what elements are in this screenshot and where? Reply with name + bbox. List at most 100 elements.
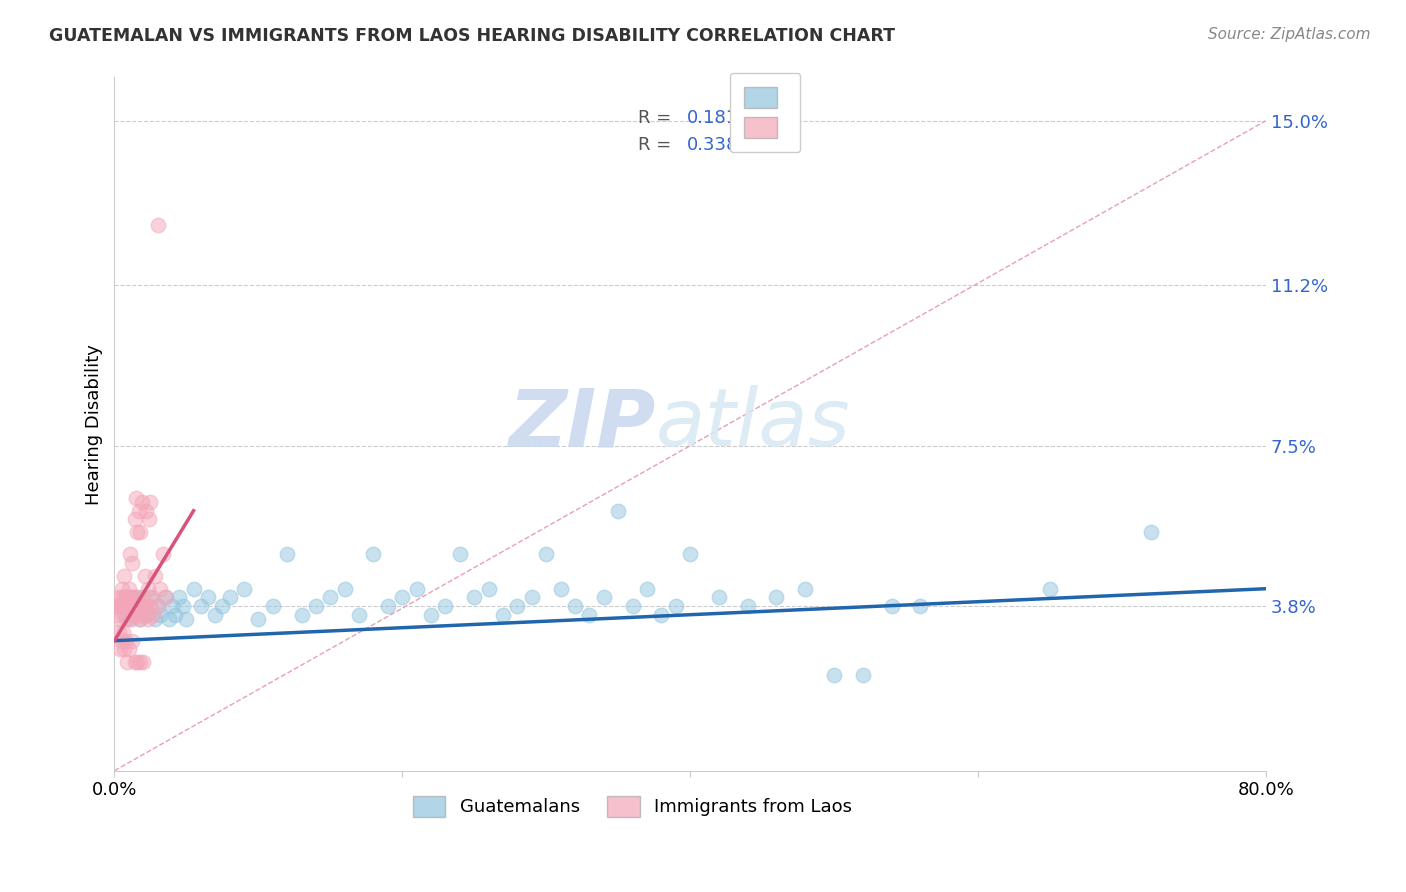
- Point: [117, 599, 139, 613]
- Point: [129, 656, 152, 670]
- Point: [363, 547, 385, 561]
- Point: [127, 525, 149, 540]
- Point: [880, 599, 903, 613]
- Point: [146, 599, 169, 613]
- Point: [127, 599, 149, 613]
- Point: [247, 612, 270, 626]
- Point: [121, 591, 143, 605]
- Point: [204, 607, 226, 622]
- Point: [110, 582, 132, 596]
- Point: [134, 568, 156, 582]
- Point: [405, 582, 427, 596]
- Point: [707, 591, 730, 605]
- Point: [124, 512, 146, 526]
- Point: [167, 591, 190, 605]
- Point: [107, 599, 129, 613]
- Point: [852, 668, 875, 682]
- Point: [118, 591, 141, 605]
- Point: [118, 612, 141, 626]
- Point: [650, 607, 672, 622]
- Point: [197, 591, 219, 605]
- Point: [135, 607, 157, 622]
- Point: [129, 612, 152, 626]
- Point: [114, 642, 136, 657]
- Point: [121, 612, 143, 626]
- Point: [155, 591, 177, 605]
- Point: [492, 607, 515, 622]
- Point: [122, 607, 145, 622]
- Point: [592, 591, 614, 605]
- Point: [506, 599, 529, 613]
- Point: [157, 612, 180, 626]
- Point: [131, 495, 153, 509]
- Point: [107, 625, 129, 640]
- Point: [132, 599, 155, 613]
- Point: [118, 582, 141, 596]
- Point: [122, 591, 145, 605]
- Point: [108, 599, 131, 613]
- Point: [112, 625, 135, 640]
- Point: [127, 656, 149, 670]
- Point: [163, 607, 186, 622]
- Point: [124, 599, 146, 613]
- Point: [146, 599, 169, 613]
- Point: [110, 591, 132, 605]
- Point: [347, 607, 370, 622]
- Point: [114, 591, 136, 605]
- Point: [160, 599, 183, 613]
- Point: [125, 591, 148, 605]
- Text: 0.338: 0.338: [686, 136, 738, 154]
- Point: [143, 612, 166, 626]
- Point: [115, 591, 138, 605]
- Point: [1039, 582, 1062, 596]
- Point: [679, 547, 702, 561]
- Point: [127, 591, 149, 605]
- Point: [290, 607, 312, 622]
- Text: R =: R =: [638, 109, 678, 127]
- Point: [124, 656, 146, 670]
- Text: atlas: atlas: [655, 385, 851, 463]
- Point: [149, 582, 172, 596]
- Point: [110, 633, 132, 648]
- Point: [115, 633, 138, 648]
- Point: [129, 612, 152, 626]
- Point: [794, 582, 817, 596]
- Point: [153, 591, 176, 605]
- Point: [120, 547, 142, 561]
- Point: [463, 591, 485, 605]
- Point: [420, 607, 443, 622]
- Text: Source: ZipAtlas.com: Source: ZipAtlas.com: [1208, 27, 1371, 42]
- Point: [114, 568, 136, 582]
- Point: [132, 599, 155, 613]
- Point: [138, 512, 160, 526]
- Point: [211, 599, 233, 613]
- Point: [176, 612, 198, 626]
- Point: [276, 547, 298, 561]
- Point: [118, 642, 141, 657]
- Point: [1139, 525, 1161, 540]
- Point: [305, 599, 328, 613]
- Point: [578, 607, 600, 622]
- Point: [449, 547, 471, 561]
- Point: [135, 504, 157, 518]
- Point: [121, 633, 143, 648]
- Point: [218, 591, 240, 605]
- Text: 0.181: 0.181: [686, 109, 738, 127]
- Y-axis label: Hearing Disability: Hearing Disability: [86, 343, 103, 505]
- Point: [115, 612, 138, 626]
- Point: [120, 599, 142, 613]
- Point: [183, 582, 205, 596]
- Text: N =: N =: [737, 136, 787, 154]
- Point: [139, 591, 162, 605]
- Point: [105, 607, 128, 622]
- Text: ZIP: ZIP: [508, 385, 655, 463]
- Point: [152, 547, 174, 561]
- Point: [131, 599, 153, 613]
- Point: [520, 591, 543, 605]
- Point: [232, 582, 254, 596]
- Point: [125, 599, 148, 613]
- Text: 68: 68: [776, 136, 799, 154]
- Point: [112, 599, 135, 613]
- Point: [117, 599, 139, 613]
- Point: [143, 568, 166, 582]
